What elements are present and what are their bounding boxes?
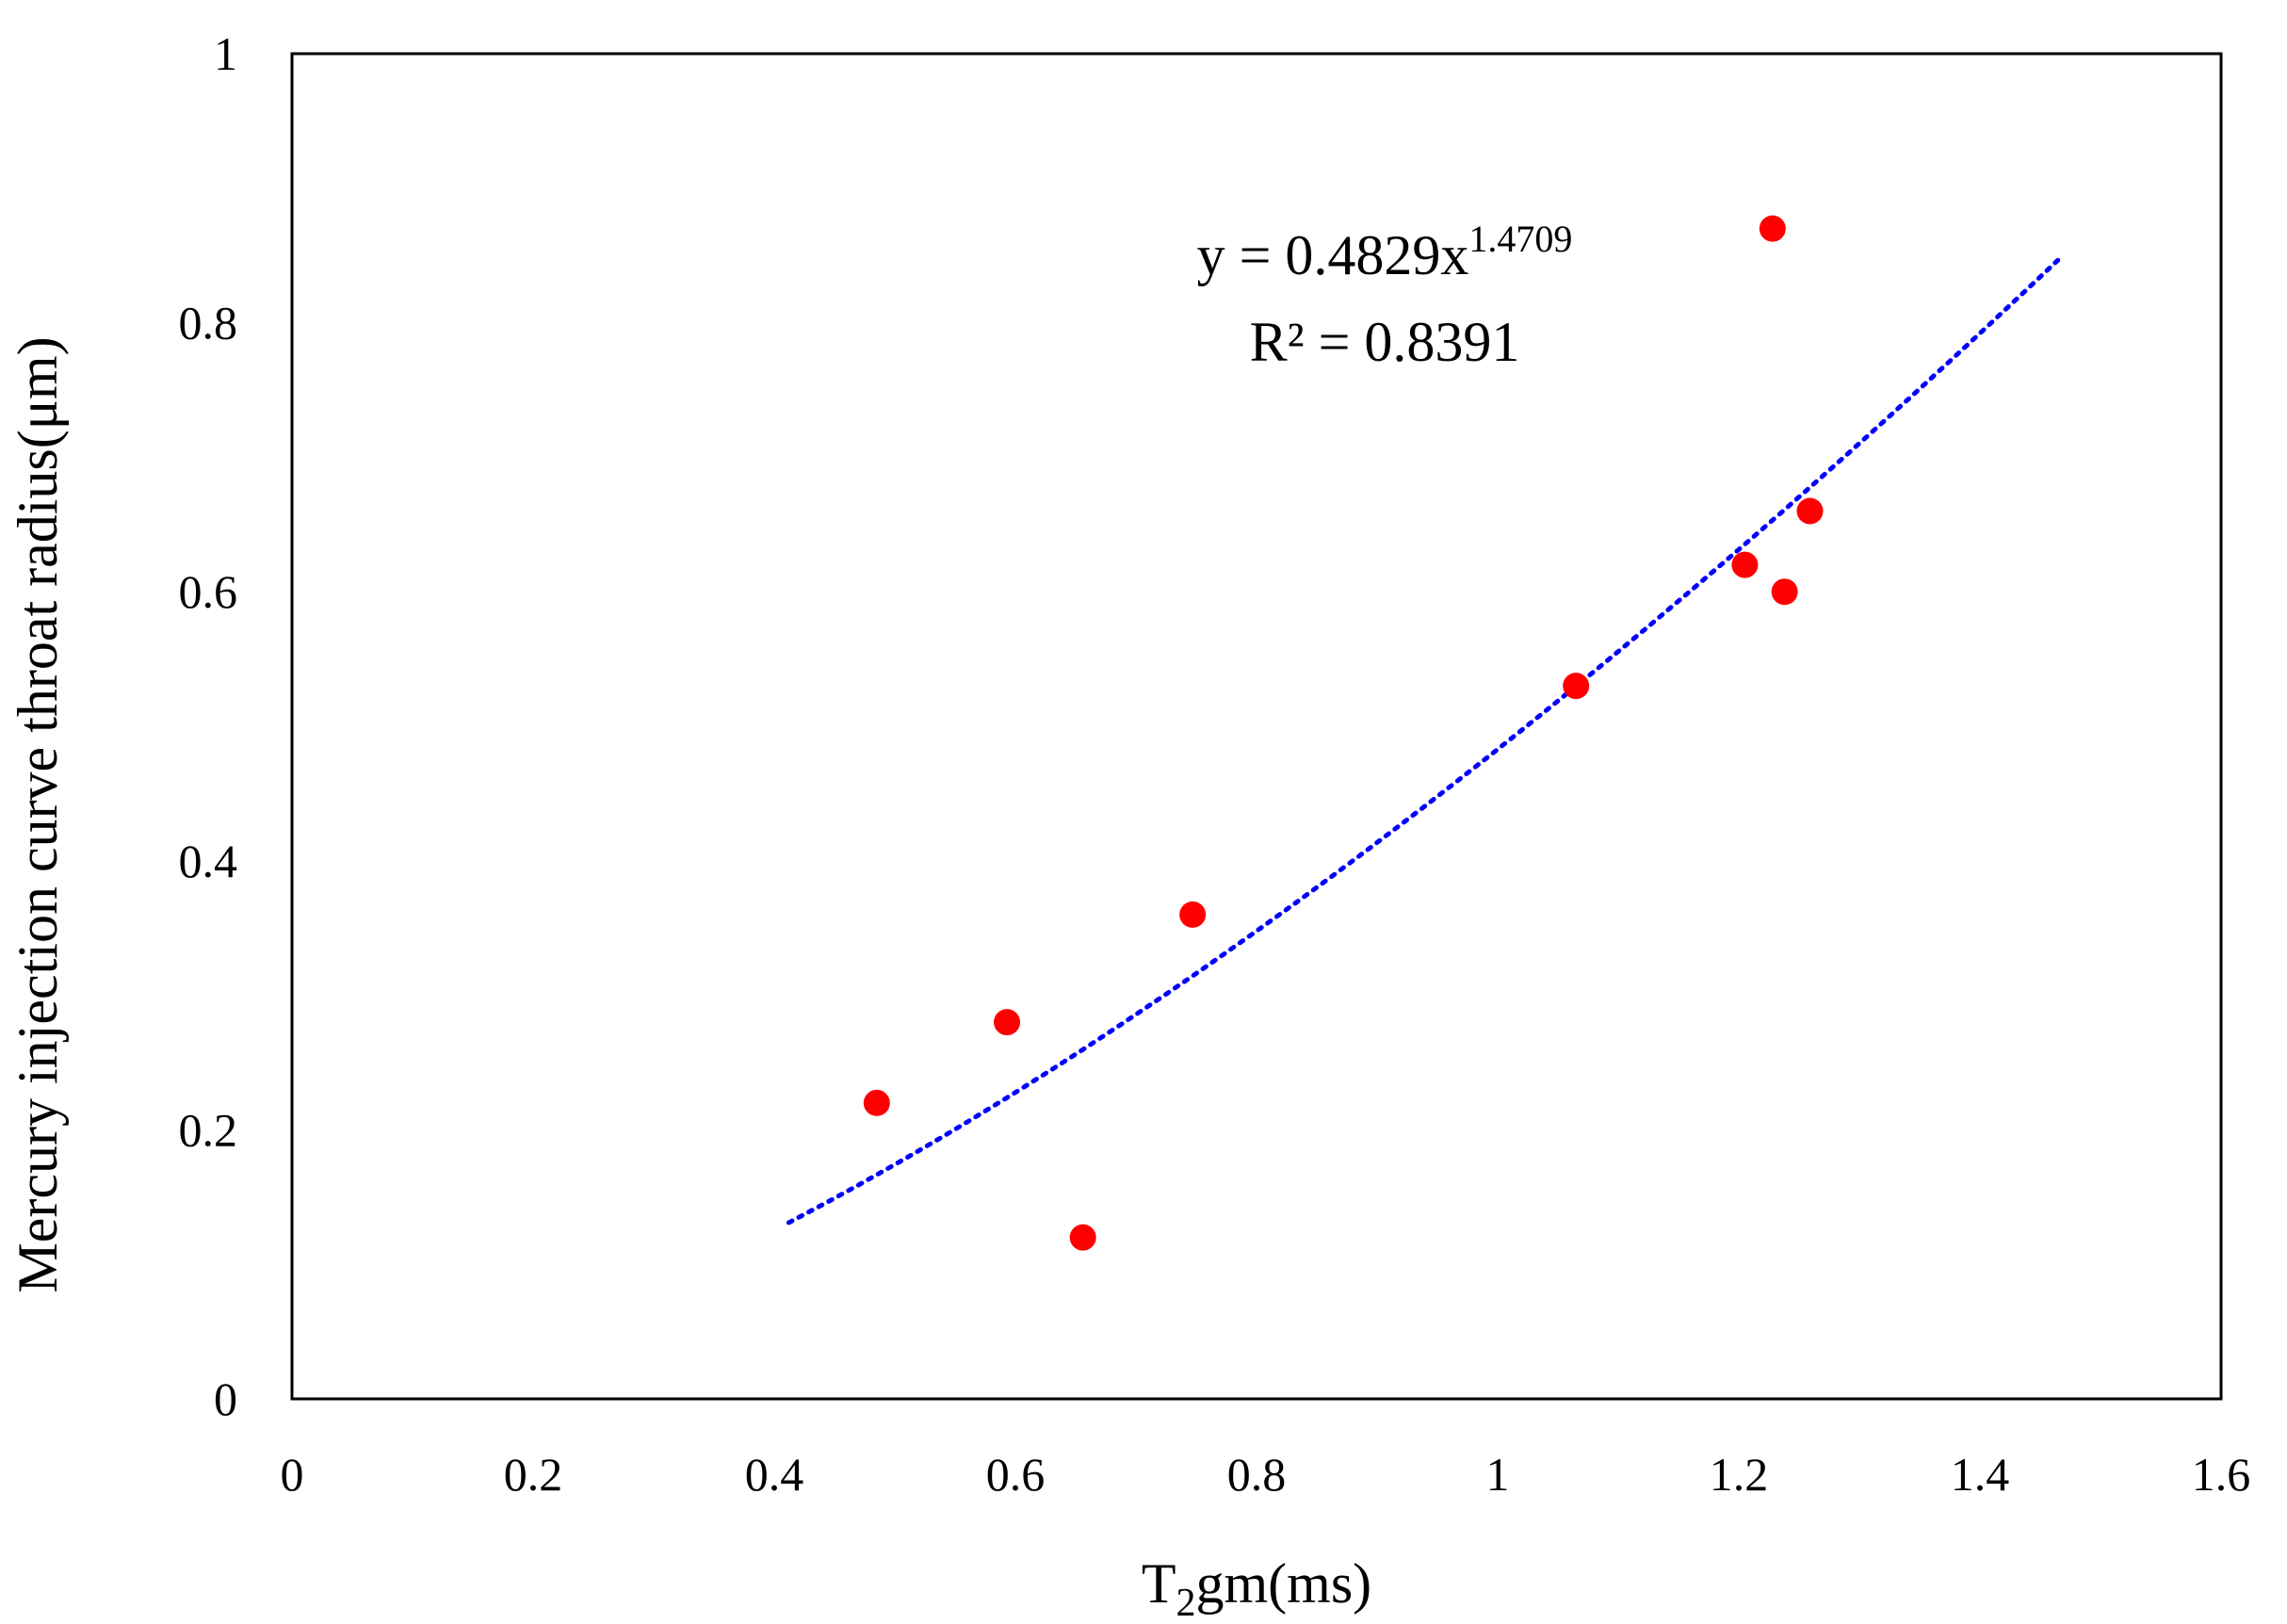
- power-trendline: [786, 257, 2061, 1226]
- data-point: [863, 1089, 890, 1116]
- y-axis-title: Mercury injection curve throat radius(μm…: [7, 336, 69, 1292]
- trendline-equation: y = 0.4829x1.4709: [1197, 218, 1573, 286]
- y-tick-label: 0.6: [179, 565, 238, 618]
- y-tick-label: 0: [214, 1372, 237, 1425]
- x-tick-label: 1.6: [2192, 1448, 2251, 1501]
- x-tick-label: 1.2: [1710, 1448, 1769, 1501]
- x-tick-label: 1.4: [1951, 1448, 2010, 1501]
- data-point: [1759, 215, 1786, 242]
- data-point: [1179, 901, 1207, 928]
- y-axis-ticks: 0 0.2 0.4 0.6 0.8 1: [179, 27, 238, 1425]
- x-tick-label: 1: [1486, 1448, 1510, 1501]
- plot-area-frame: [290, 52, 2223, 1401]
- data-point: [1771, 578, 1798, 606]
- x-tick-label: 0.2: [504, 1448, 563, 1501]
- data-point: [1563, 673, 1590, 700]
- x-axis-title: T2gm(ms): [1142, 1552, 1371, 1624]
- x-tick-label: 0.8: [1227, 1448, 1287, 1501]
- y-tick-label: 0.8: [179, 297, 238, 349]
- data-point: [1796, 497, 1824, 525]
- x-tick-label: 0.6: [986, 1448, 1046, 1501]
- data-points: [863, 215, 1824, 1251]
- y-tick-label: 0.2: [179, 1103, 238, 1156]
- data-point: [1731, 551, 1759, 578]
- x-axis-ticks: 0 0.2 0.4 0.6 0.8 1 1.2 1.4 1.6: [281, 1448, 2251, 1501]
- y-tick-label: 1: [214, 27, 237, 80]
- data-point: [994, 1009, 1021, 1036]
- x-tick-label: 0: [281, 1448, 304, 1501]
- r-squared-label: R² = 0.8391: [1250, 311, 1520, 373]
- x-tick-label: 0.4: [745, 1448, 804, 1501]
- data-point: [1069, 1224, 1096, 1251]
- y-tick-label: 0.4: [179, 835, 238, 887]
